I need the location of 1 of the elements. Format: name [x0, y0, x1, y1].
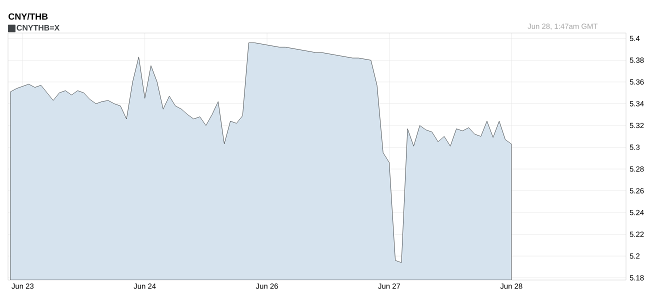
chart-title: CNY/THB: [8, 13, 48, 20]
